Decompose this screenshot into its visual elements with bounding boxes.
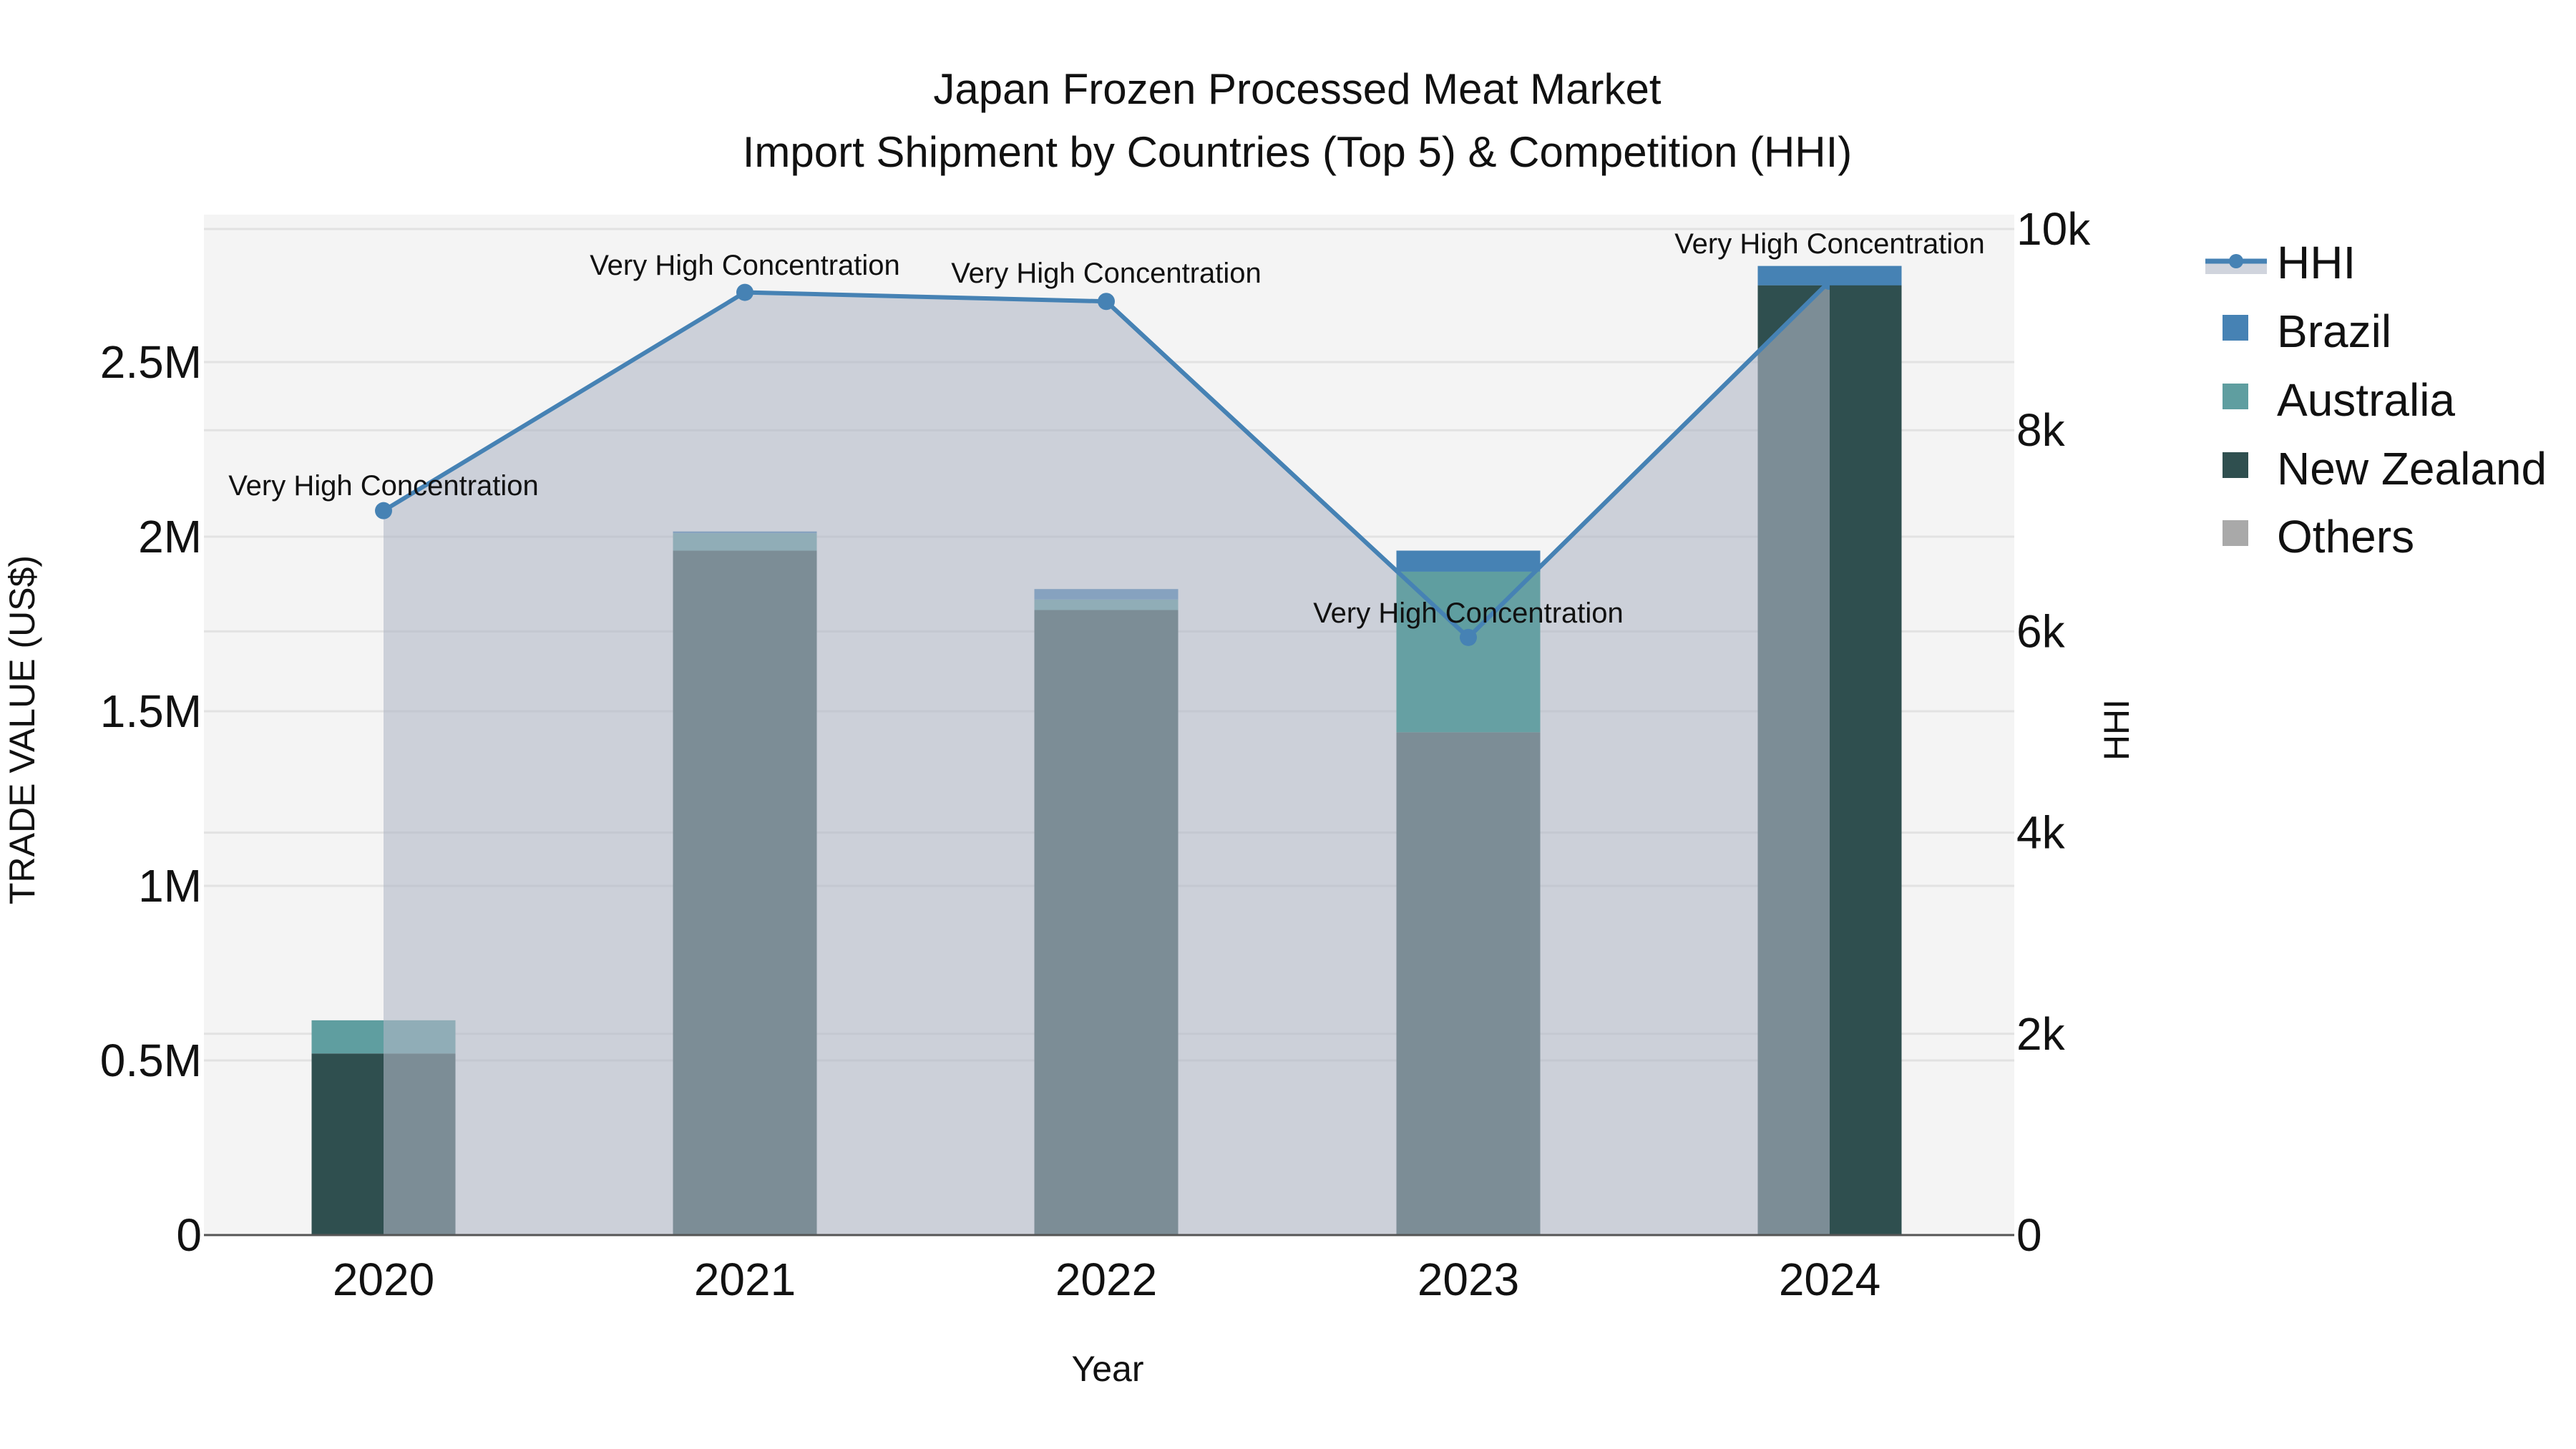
x-tick-2022: 2022 xyxy=(1055,1254,1157,1305)
y-right-tick: 2k xyxy=(2016,1008,2066,1060)
y-right-tick: 8k xyxy=(2016,404,2066,456)
legend-label: Others xyxy=(2277,511,2414,562)
bar-overlay-2024 xyxy=(1830,285,1902,1235)
y-left-tick: 2M xyxy=(138,511,202,562)
legend-item-australia[interactable]: Australia xyxy=(2223,374,2455,426)
bar-brazil-2023-overlay xyxy=(1396,550,1541,572)
legend-label: Brazil xyxy=(2277,306,2391,357)
x-axis-title: Year xyxy=(1071,1349,1143,1389)
y-left-tick: 1.5M xyxy=(100,686,202,737)
legend-item-new-zealand[interactable]: New Zealand xyxy=(2223,443,2547,494)
x-tick-2023: 2023 xyxy=(1418,1254,1519,1305)
y-right-axis-title: HHI xyxy=(2097,699,2137,761)
y-right-tick: 4k xyxy=(2016,807,2066,859)
legend-marker-icon xyxy=(2229,254,2243,268)
y-left-ticks: 0 0.5M 1M 1.5M 2M 2.5M xyxy=(100,336,202,1261)
y-left-tick: 0.5M xyxy=(100,1035,202,1086)
legend-label: HHI xyxy=(2277,237,2356,288)
legend-item-others[interactable]: Others xyxy=(2223,511,2414,562)
legend-swatch-icon xyxy=(2223,520,2248,546)
annotation-2024: Very High Concentration xyxy=(1674,228,1985,260)
annotations: Very High Concentration Very High Concent… xyxy=(228,228,1985,629)
legend-swatch-icon xyxy=(2223,452,2248,478)
legend-item-hhi[interactable]: HHI xyxy=(2205,237,2356,288)
legend: HHI Brazil Australia New Zealand Others xyxy=(2205,237,2547,562)
chart-title-line2: Import Shipment by Countries (Top 5) & C… xyxy=(743,128,1853,176)
annotation-2023: Very High Concentration xyxy=(1313,597,1624,629)
legend-swatch-icon xyxy=(2223,315,2248,341)
annotation-2020: Very High Concentration xyxy=(228,470,539,502)
y-right-tick: 0 xyxy=(2016,1209,2042,1261)
y-left-tick: 1M xyxy=(138,860,202,912)
bar-australia-2023-overlay xyxy=(1396,571,1541,733)
hhi-marker-2020[interactable] xyxy=(375,502,392,519)
legend-label: New Zealand xyxy=(2277,443,2547,494)
y-right-tick: 10k xyxy=(2016,203,2091,255)
y-left-axis-title: TRADE VALUE (US$) xyxy=(2,555,42,904)
legend-label: Australia xyxy=(2277,374,2455,426)
x-tick-2020: 2020 xyxy=(333,1254,434,1305)
annotation-2021: Very High Concentration xyxy=(590,250,900,281)
y-left-tick: 2.5M xyxy=(100,336,202,388)
y-left-tick: 0 xyxy=(176,1209,202,1261)
hhi-area xyxy=(384,281,1830,1235)
hhi-marker-2023-top xyxy=(1460,628,1477,646)
y-right-tick: 6k xyxy=(2016,605,2066,657)
hhi-series xyxy=(375,265,1902,1235)
hhi-marker-2021[interactable] xyxy=(736,283,753,301)
chart-title-line1: Japan Frozen Processed Meat Market xyxy=(933,65,1661,113)
x-tick-2021: 2021 xyxy=(694,1254,796,1305)
x-tick-2024: 2024 xyxy=(1779,1254,1880,1305)
x-axis-ticks: 2020 2021 2022 2023 2024 xyxy=(333,1254,1880,1305)
legend-item-brazil[interactable]: Brazil xyxy=(2223,306,2391,357)
legend-swatch-icon xyxy=(2223,384,2248,409)
annotation-2022: Very High Concentration xyxy=(951,258,1262,289)
y-right-ticks: 0 2k 4k 6k 8k 10k xyxy=(2016,203,2091,1261)
